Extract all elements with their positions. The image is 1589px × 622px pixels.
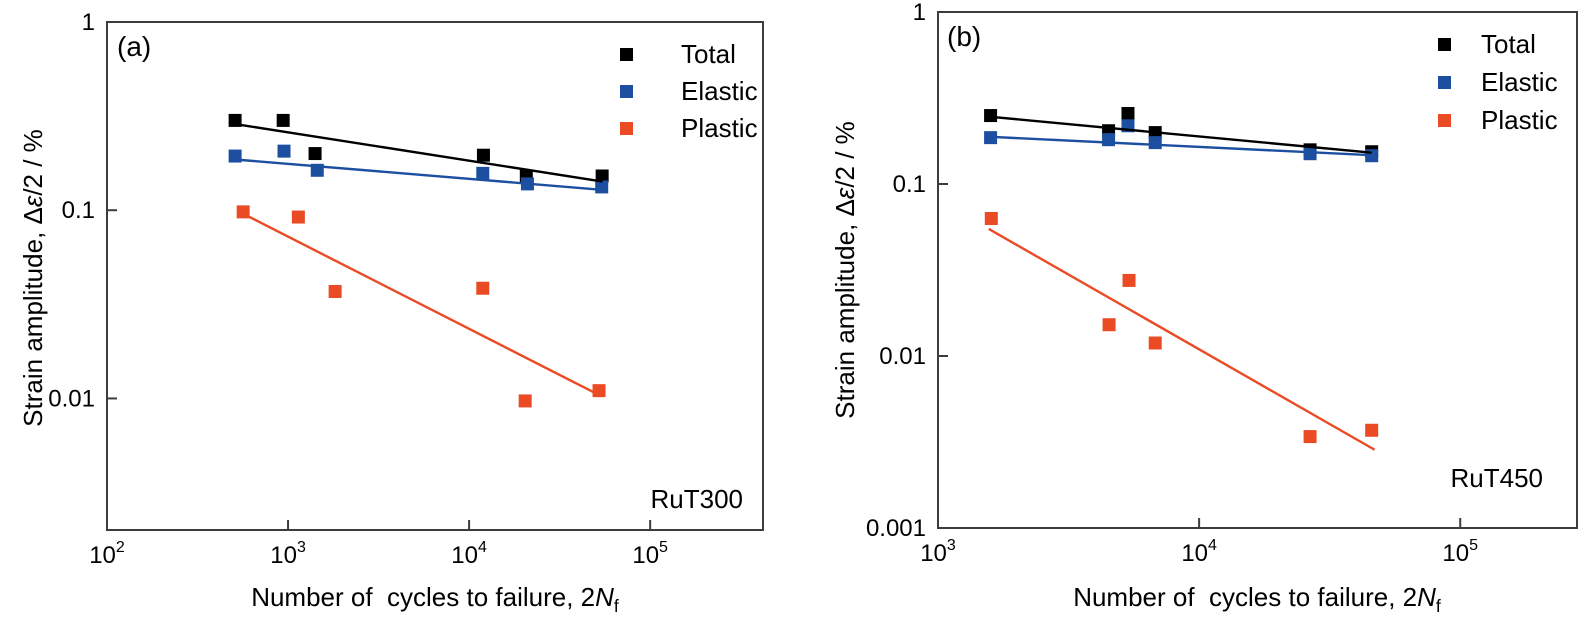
x-tick-label-b: 104	[1181, 537, 1217, 567]
panel-label-a: (a)	[117, 31, 152, 62]
y-tick-label-b: 0.1	[893, 171, 926, 198]
y-title-epsilon-b: ε	[830, 187, 860, 200]
y-tick-label-a: 1	[82, 9, 95, 36]
marker-elastic-b-1	[1102, 133, 1116, 147]
legend-item-total: Total	[620, 36, 758, 73]
legend-label-plastic: Plastic	[681, 113, 758, 143]
legend-a: Total Elastic Plastic	[620, 36, 758, 147]
marker-plastic-a-3	[476, 281, 490, 295]
x-tick-label-a: 105	[632, 539, 668, 569]
total-marker-icon	[1438, 37, 1451, 51]
legend-item-plastic: Plastic	[1438, 101, 1558, 139]
y-tick-label-a: 0.01	[48, 385, 95, 412]
legend-label-total: Total	[1481, 28, 1536, 59]
x-title-var-a: N	[595, 582, 614, 612]
marker-elastic-a-1	[277, 144, 291, 158]
panel-label-b: (b)	[947, 21, 982, 52]
legend-label-plastic: Plastic	[1481, 104, 1558, 135]
x-tick-label-a: 104	[451, 539, 487, 569]
marker-plastic-b-3	[1148, 336, 1162, 350]
fit-line-total-a	[234, 122, 603, 183]
x-tick-label-b: 105	[1442, 537, 1478, 567]
fit-line-total-b	[990, 115, 1372, 154]
fit-line-elastic-b	[990, 135, 1372, 157]
y-axis-title-a: Strain amplitude, Δε/2 / %	[18, 98, 48, 458]
y-tick-label-a: 0.1	[62, 197, 95, 224]
marker-plastic-b-5	[1365, 423, 1379, 437]
fit-line-plastic-b	[988, 227, 1376, 451]
marker-plastic-b-4	[1303, 430, 1317, 444]
y-title-text-b: Strain amplitude, Δ	[830, 199, 860, 419]
marker-elastic-b-3	[1148, 136, 1162, 150]
material-label-rut300: RuT300	[650, 484, 744, 514]
marker-total-b-0	[984, 109, 998, 123]
x-axis-title-b: Number of cycles to failure, 2Nf	[1057, 582, 1457, 617]
legend-item-plastic: Plastic	[620, 110, 758, 147]
plot-frame-a	[106, 21, 764, 531]
marker-plastic-b-1	[1102, 318, 1116, 332]
marker-plastic-a-2	[328, 284, 342, 298]
fit-line-elastic-a	[235, 158, 605, 192]
x-axis-title-a: Number of cycles to failure, 2Nf	[235, 582, 635, 617]
legend-item-total: Total	[1438, 25, 1558, 63]
x-title-text-a: Number of cycles to failure, 2	[251, 582, 596, 612]
x-tick-label-a: 103	[270, 539, 306, 569]
y-title-suffix-b: /2 / %	[830, 121, 860, 188]
plastic-marker-icon	[620, 122, 633, 135]
material-label-rut450: RuT450	[1450, 463, 1544, 493]
x-title-var-b: N	[1417, 582, 1436, 612]
plastic-marker-icon	[1438, 113, 1451, 127]
marker-plastic-a-1	[291, 210, 305, 224]
total-marker-icon	[620, 48, 633, 61]
y-tick-label-b: 0.01	[879, 343, 926, 370]
y-title-text-a: Strain amplitude, Δ	[18, 207, 48, 427]
legend-label-elastic: Elastic	[1481, 66, 1558, 97]
marker-total-a-3	[476, 148, 490, 162]
marker-plastic-b-0	[984, 212, 998, 226]
marker-elastic-a-3	[476, 166, 490, 180]
fit-line-plastic-a	[241, 212, 601, 397]
plot-frame-b	[937, 11, 1578, 529]
marker-plastic-b-2	[1122, 273, 1136, 287]
marker-total-a-5	[595, 169, 609, 183]
legend-item-elastic: Elastic	[1438, 63, 1558, 101]
marker-total-b-2	[1121, 106, 1135, 120]
x-title-sub-a: f	[613, 596, 619, 617]
legend-label-elastic: Elastic	[681, 76, 758, 106]
y-tick-label-b: 1	[913, 0, 926, 26]
y-title-epsilon-a: ε	[18, 195, 48, 208]
y-title-suffix-a: /2 / %	[18, 129, 48, 196]
marker-plastic-a-4	[518, 394, 532, 408]
x-tick-label-a: 102	[89, 539, 125, 569]
elastic-marker-icon	[1438, 75, 1451, 89]
legend-b: Total Elastic Plastic	[1438, 25, 1558, 139]
legend-item-elastic: Elastic	[620, 73, 758, 110]
marker-total-a-2	[308, 147, 322, 161]
marker-elastic-b-4	[1303, 147, 1317, 161]
marker-total-a-1	[276, 113, 290, 127]
x-title-text-b: Number of cycles to failure, 2	[1073, 582, 1418, 612]
legend-label-total: Total	[681, 39, 736, 69]
x-title-sub-b: f	[1435, 596, 1441, 617]
y-tick-label-b: 0.001	[866, 515, 926, 542]
y-axis-title-b: Strain amplitude, Δε/2 / %	[830, 90, 860, 450]
elastic-marker-icon	[620, 85, 633, 98]
